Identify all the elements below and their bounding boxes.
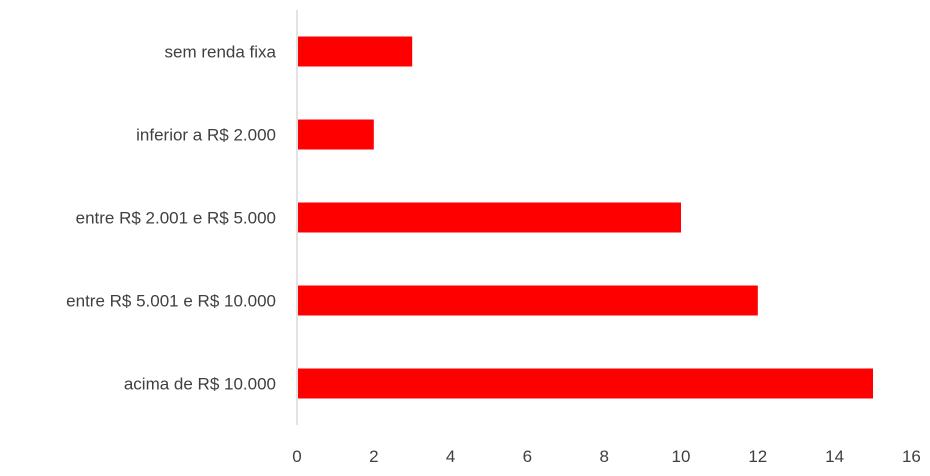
- bar-0: [298, 36, 413, 67]
- x-tick-label-4: 8: [599, 447, 608, 466]
- x-tick-label-3: 6: [523, 447, 532, 466]
- x-tick-labels: 0 2 4 6 8 10 12 14 16: [292, 447, 921, 466]
- bar-1: [298, 119, 374, 150]
- category-label-4: acima de R$ 10.000: [124, 375, 276, 394]
- x-tick-label-1: 2: [369, 447, 378, 466]
- x-tick-label-6: 12: [748, 447, 767, 466]
- bars-layer: [298, 36, 873, 399]
- category-label-3: entre R$ 5.001 e R$ 10.000: [66, 292, 276, 311]
- bar-4: [298, 368, 873, 399]
- bar-2: [298, 202, 681, 233]
- x-tick-label-0: 0: [292, 447, 301, 466]
- bar-3: [298, 285, 758, 316]
- x-tick-label-2: 4: [446, 447, 455, 466]
- category-labels: sem renda fixa inferior a R$ 2.000 entre R…: [66, 43, 276, 394]
- x-tick-label-8: 16: [902, 447, 921, 466]
- category-label-0: sem renda fixa: [165, 43, 277, 62]
- category-label-2: entre R$ 2.001 e R$ 5.000: [76, 209, 276, 228]
- x-tick-label-5: 10: [672, 447, 691, 466]
- x-tick-label-7: 14: [825, 447, 844, 466]
- category-label-1: inferior a R$ 2.000: [136, 126, 276, 145]
